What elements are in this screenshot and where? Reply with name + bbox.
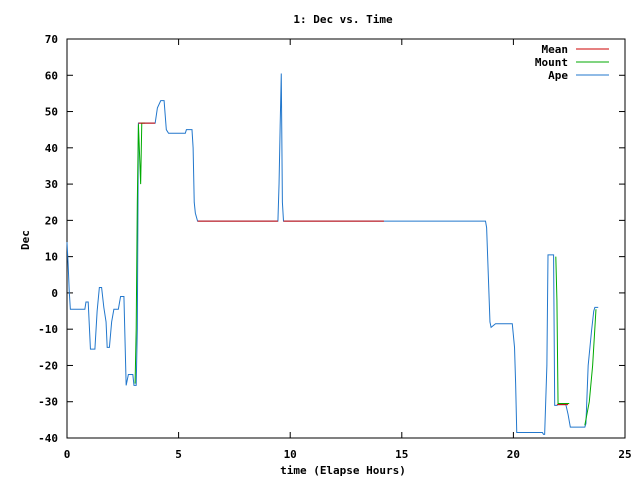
y-tick-label: 50 [45, 106, 58, 119]
x-tick-label: 10 [284, 448, 297, 461]
plot-frame [66, 38, 626, 439]
series-mount [134, 122, 597, 426]
series-mean [138, 122, 569, 406]
y-tick-label: 60 [45, 69, 58, 82]
x-tick-label: 20 [507, 448, 520, 461]
y-tick-label: -40 [38, 432, 58, 445]
series-line-mount [555, 256, 570, 405]
x-tick-label: 5 [175, 448, 182, 461]
legend-label-mean: Mean [542, 43, 569, 56]
axis-ticks: 0 5 10 15 20 25 -40 -30 -20 -10 0 10 20 30 40 50 60 70 [38, 33, 632, 461]
y-tick-label: 70 [45, 33, 58, 46]
y-tick-label: -20 [38, 359, 58, 372]
chart-title: 1: Dec vs. Time [293, 13, 393, 26]
series-layer [66, 73, 599, 435]
x-tick-label: 25 [618, 448, 631, 461]
legend-label-mount: Mount [535, 56, 568, 69]
x-tick-label: 15 [395, 448, 408, 461]
legend-label-ape: Ape [548, 69, 568, 82]
y-tick-label: 20 [45, 214, 58, 227]
series-line-ape [66, 73, 599, 435]
y-tick-label: 0 [51, 287, 58, 300]
y-tick-label: -10 [38, 323, 58, 336]
y-tick-label: -30 [38, 396, 58, 409]
series-ape [66, 73, 599, 435]
y-axis-label: Dec [19, 230, 32, 250]
y-tick-label: 40 [45, 142, 58, 155]
x-axis-label: time (Elapse Hours) [280, 464, 406, 477]
series-line-mount [584, 309, 597, 426]
x-tick-label: 0 [64, 448, 71, 461]
y-tick-label: 10 [45, 251, 58, 264]
y-tick-label: 30 [45, 178, 58, 191]
